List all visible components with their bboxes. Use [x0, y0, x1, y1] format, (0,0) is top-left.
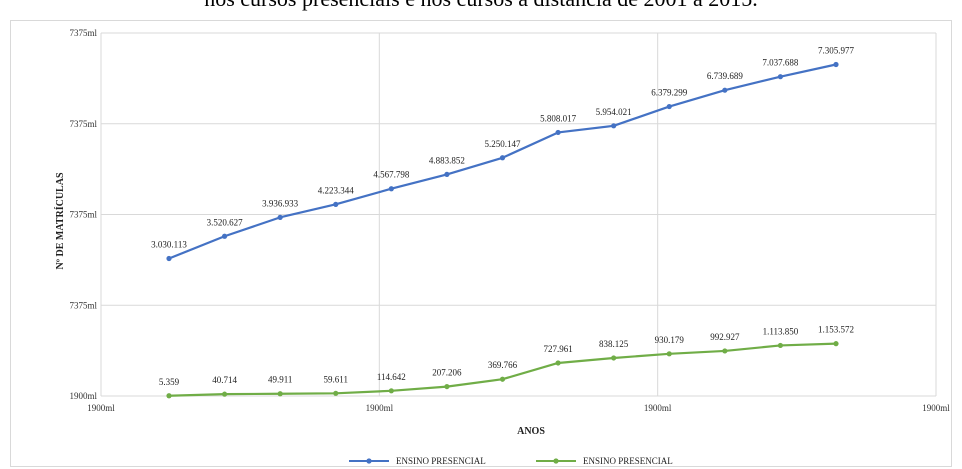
- x-tick-label: 1900ml: [87, 403, 115, 413]
- data-label: 3.936.933: [262, 198, 299, 208]
- data-point: [611, 355, 617, 361]
- data-label: 40.714: [212, 375, 237, 385]
- data-label: 727.961: [543, 344, 572, 354]
- data-point: [221, 233, 228, 239]
- data-label: 49.911: [268, 375, 292, 385]
- data-point: [499, 155, 506, 161]
- chart-frame: 1900ml 7375ml 7375ml 7375ml 7375ml 1900ml 190…: [10, 20, 952, 467]
- data-point: [833, 341, 839, 347]
- data-point: [388, 388, 394, 394]
- data-label: 4.567.798: [373, 170, 410, 180]
- data-point: [166, 393, 172, 399]
- legend: ENSINO PRESENCIAL ENSINO PRESENCIAL: [349, 456, 673, 466]
- data-label: 838.125: [599, 339, 629, 349]
- data-point: [666, 351, 672, 357]
- y-axis-title: Nº DE MATRÍCULAS: [54, 172, 66, 269]
- data-labels: 3.030.113 3.520.627 3.936.933 4.223.344 4.56…: [151, 45, 854, 386]
- data-point: [166, 255, 172, 262]
- data-label: 5.250.147: [485, 139, 522, 149]
- x-tick-label: 1900ml: [366, 403, 394, 413]
- y-tick-labels: 1900ml 7375ml 7375ml 7375ml 7375ml: [69, 28, 97, 401]
- data-point: [277, 391, 283, 397]
- data-label: 59.611: [324, 374, 348, 384]
- x-tick-labels: 1900ml 1900ml 1900ml 1900ml: [87, 403, 950, 413]
- data-label: 3.520.627: [207, 217, 244, 227]
- data-point: [555, 129, 561, 136]
- data-point: [277, 214, 283, 220]
- data-label: 7.037.688: [762, 58, 799, 68]
- legend-marker-1: [366, 458, 372, 464]
- data-label: 5.954.021: [596, 107, 632, 117]
- x-axis-title: ANOS: [517, 426, 545, 437]
- data-label: 6.379.299: [651, 88, 688, 98]
- y-tick-label: 7375ml: [69, 210, 97, 220]
- data-label: 6.739.689: [707, 71, 744, 81]
- y-tick-label: 7375ml: [69, 119, 97, 129]
- data-label: 5.359: [159, 377, 180, 387]
- series-lines: [166, 61, 839, 399]
- y-tick-label: 7375ml: [69, 300, 97, 310]
- data-label: 207.206: [432, 368, 462, 378]
- data-point: [777, 342, 784, 349]
- data-point: [388, 186, 394, 192]
- legend-label-1: ENSINO PRESENCIAL: [396, 456, 486, 466]
- legend-marker-2: [553, 458, 559, 464]
- data-label: 992.927: [710, 332, 740, 342]
- data-point: [722, 87, 728, 93]
- y-tick-label: 7375ml: [69, 28, 97, 38]
- x-tick-label: 1900ml: [922, 403, 950, 413]
- data-point: [722, 348, 728, 354]
- figure-caption: nos cursos presenciais e nos cursos a di…: [0, 0, 962, 12]
- legend-label-2: ENSINO PRESENCIAL: [583, 456, 673, 466]
- data-label: 369.766: [488, 360, 518, 370]
- gridlines: [100, 32, 937, 397]
- data-point: [444, 171, 450, 177]
- data-point: [833, 61, 839, 68]
- data-point: [499, 376, 506, 382]
- x-tick-label: 1900ml: [644, 403, 672, 413]
- data-label: 5.808.017: [540, 113, 577, 123]
- data-point: [333, 201, 339, 207]
- data-label: 7.305.977: [818, 45, 855, 55]
- data-label: 1.113.850: [763, 326, 799, 336]
- data-point: [221, 391, 228, 397]
- data-label: 4.223.344: [318, 185, 355, 195]
- data-point: [444, 383, 450, 390]
- data-label: 3.030.113: [151, 240, 187, 250]
- data-label: 1.153.572: [818, 325, 854, 335]
- data-point: [611, 123, 617, 129]
- data-label: 930.179: [655, 335, 685, 345]
- data-point: [666, 103, 672, 110]
- series-line-1: [168, 63, 837, 260]
- data-label: 114.642: [377, 372, 406, 382]
- data-point: [555, 360, 561, 366]
- data-label: 4.883.852: [429, 155, 465, 165]
- data-point: [333, 390, 339, 396]
- data-point: [777, 74, 784, 80]
- y-tick-label: 1900ml: [69, 391, 97, 401]
